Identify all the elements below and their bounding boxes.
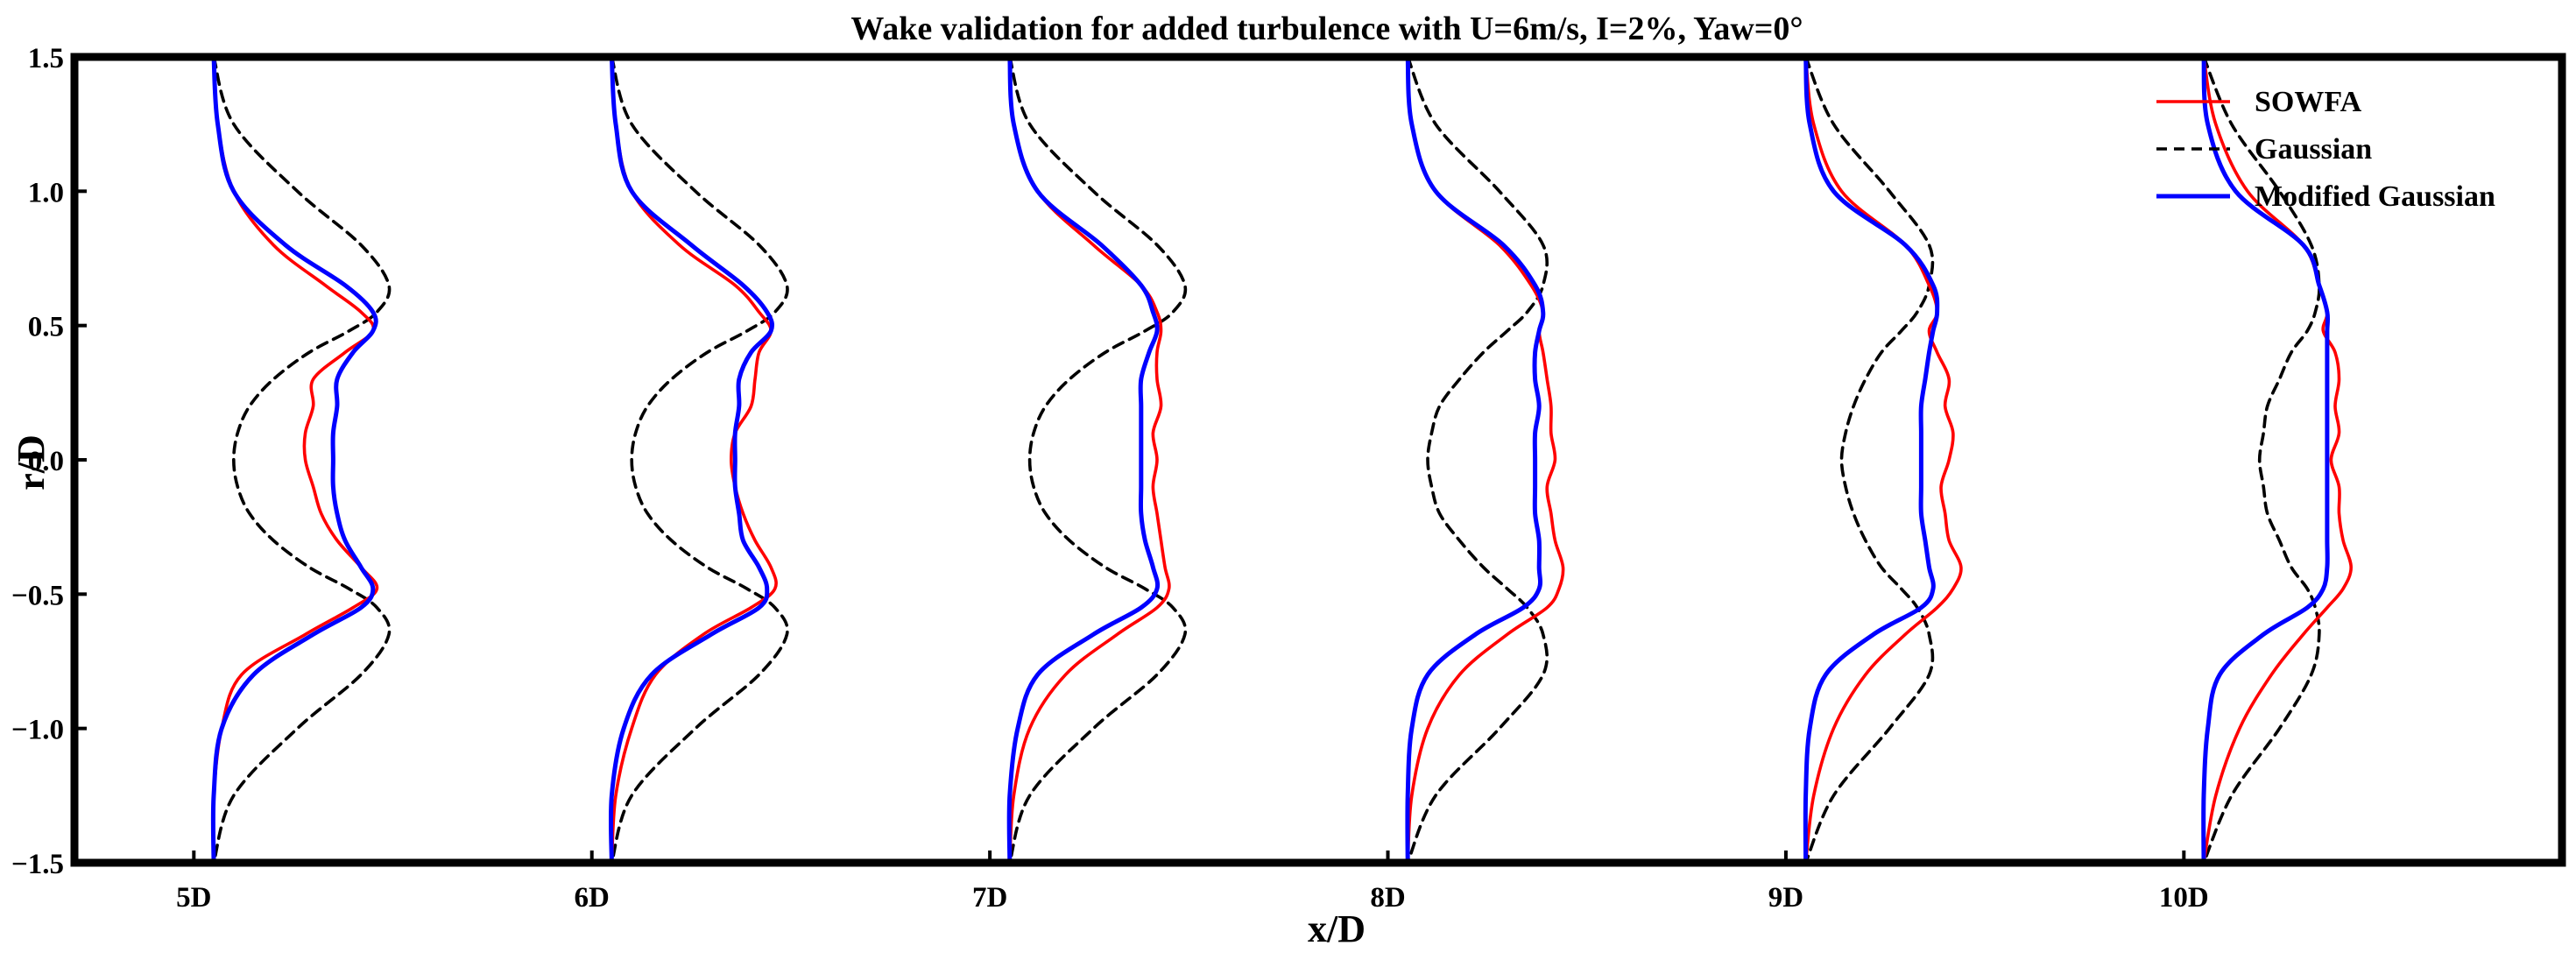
plot-frame — [70, 53, 2566, 867]
series-line-sowfa-7D — [1008, 57, 1171, 863]
axes: −1.5 −1.0 −0.5 0.0 0.5 1.0 1.5 5D 6D 7D 8D 9D 10D — [11, 43, 2566, 914]
series-line-modified-gaussian-8D — [1405, 57, 1546, 863]
series-line-modified-gaussian-7D — [1006, 57, 1161, 863]
y-tick-label: 1.5 — [28, 43, 64, 74]
legend-label-modified-gaussian: Modified Gaussian — [2255, 180, 2495, 213]
series-line-modified-gaussian-5D — [210, 57, 378, 863]
y-tick-label: 1.0 — [28, 177, 64, 208]
x-tick-label: 9D — [1768, 882, 1803, 914]
series-line-modified-gaussian-9D — [1803, 57, 1940, 863]
legend-label-gaussian: Gaussian — [2255, 133, 2372, 166]
y-tick-label: −0.5 — [11, 580, 64, 611]
profile-10D — [2201, 57, 2353, 863]
legend-label-sowfa: SOWFA — [2255, 86, 2362, 118]
series-line-gaussian-8D — [1406, 57, 1549, 863]
x-tick-label: 5D — [176, 882, 211, 914]
plot-area — [210, 57, 2353, 863]
chart-title: Wake validation for added turbulence wit… — [850, 11, 1803, 47]
x-tick-label: 10D — [2159, 882, 2209, 914]
legend: SOWFA Gaussian Modified Gaussian — [2156, 86, 2495, 213]
profile-9D — [1803, 57, 1963, 863]
profile-8D — [1405, 57, 1565, 863]
series-line-sowfa-8D — [1406, 57, 1565, 863]
series-line-modified-gaussian-10D — [2201, 57, 2331, 863]
y-tick-label: 0.5 — [28, 312, 64, 343]
series-line-gaussian-10D — [2202, 57, 2321, 863]
series-line-gaussian-5D — [212, 57, 392, 863]
y-tick-label: −1.5 — [11, 849, 64, 880]
profile-7D — [1006, 57, 1188, 863]
y-tick-label: 0.0 — [28, 446, 64, 477]
x-tick-label: 6D — [575, 882, 610, 914]
series-line-modified-gaussian-6D — [608, 57, 775, 863]
series-line-sowfa-5D — [211, 57, 379, 863]
series-line-gaussian-6D — [610, 57, 789, 863]
series-line-sowfa-9D — [1803, 57, 1963, 863]
x-tick-label: 8D — [1370, 882, 1405, 914]
profile-5D — [210, 57, 392, 863]
y-axis-label: r/D — [10, 434, 53, 491]
series-line-sowfa-6D — [610, 57, 778, 863]
y-tick-label: −1.0 — [11, 715, 64, 746]
series-line-gaussian-9D — [1803, 57, 1935, 863]
profile-6D — [608, 57, 789, 863]
x-tick-label: 7D — [972, 882, 1007, 914]
x-axis-label: x/D — [1308, 907, 1366, 950]
series-line-gaussian-7D — [1008, 57, 1188, 863]
